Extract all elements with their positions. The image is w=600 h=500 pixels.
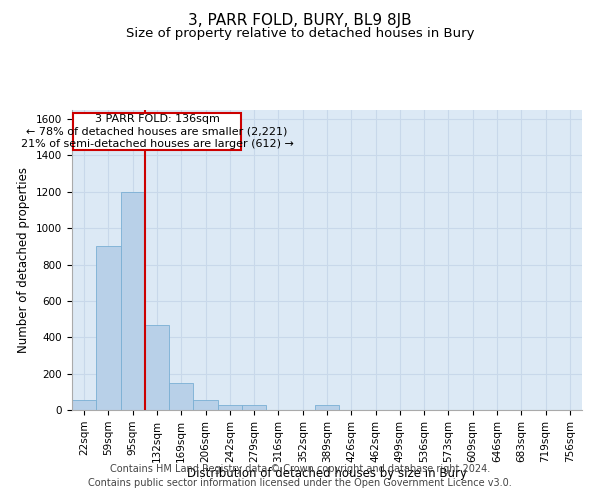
Bar: [218, 404, 242, 410]
X-axis label: Distribution of detached houses by size in Bury: Distribution of detached houses by size …: [187, 468, 467, 480]
Text: 3, PARR FOLD, BURY, BL9 8JB: 3, PARR FOLD, BURY, BL9 8JB: [188, 12, 412, 28]
Bar: [193, 400, 218, 410]
Bar: [145, 324, 169, 410]
Bar: [96, 246, 121, 410]
Text: 21% of semi-detached houses are larger (612) →: 21% of semi-detached houses are larger (…: [20, 139, 293, 149]
FancyBboxPatch shape: [73, 112, 241, 150]
Text: Size of property relative to detached houses in Bury: Size of property relative to detached ho…: [126, 28, 474, 40]
Bar: [72, 400, 96, 410]
Text: 3 PARR FOLD: 136sqm: 3 PARR FOLD: 136sqm: [95, 114, 220, 124]
Text: Contains HM Land Registry data © Crown copyright and database right 2024.
Contai: Contains HM Land Registry data © Crown c…: [88, 464, 512, 487]
Bar: [121, 192, 145, 410]
Bar: [242, 406, 266, 410]
Bar: [315, 406, 339, 410]
Text: ← 78% of detached houses are smaller (2,221): ← 78% of detached houses are smaller (2,…: [26, 126, 287, 136]
Bar: [169, 382, 193, 410]
Y-axis label: Number of detached properties: Number of detached properties: [17, 167, 31, 353]
